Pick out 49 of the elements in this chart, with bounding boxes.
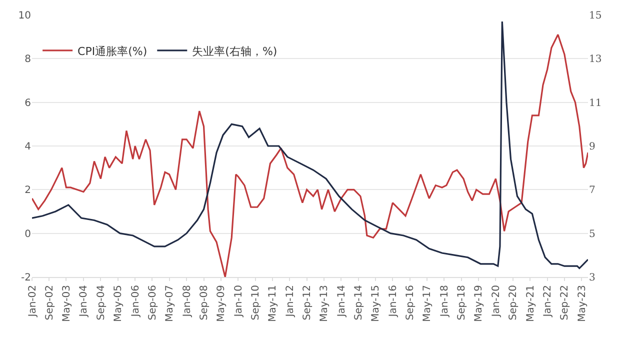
x-tick-label: May-13: [319, 285, 330, 322]
x-tick-label: Sep-12: [302, 285, 314, 320]
y2-tick-label: 15: [589, 10, 602, 22]
x-tick-label: Jan-12: [284, 285, 296, 318]
x-tick-label: May-21: [525, 285, 536, 322]
y2-tick-label: 11: [589, 98, 602, 109]
x-tick-label: Sep-08: [199, 285, 210, 320]
x-tick-label: May-19: [474, 285, 485, 322]
x-tick-label: Jan-16: [388, 285, 399, 318]
x-tick-label: Sep-14: [354, 285, 365, 320]
y-tick-label: 10: [18, 10, 31, 22]
y2-tick-label: 9: [589, 142, 596, 152]
x-tick-label: May-07: [164, 285, 176, 322]
x-tick-label: Jan-18: [439, 285, 450, 318]
x-tick-label: Sep-20: [508, 285, 520, 320]
x-tick-label: Sep-10: [250, 285, 262, 320]
x-tick-label: Jan-02: [27, 285, 38, 318]
y2-tick-label: 3: [589, 272, 596, 284]
y-tick-label: 6: [24, 98, 31, 109]
x-tick-label: Jan-04: [78, 285, 90, 318]
x-tick-label: May-23: [576, 285, 588, 322]
x-tick-label: May-15: [370, 285, 382, 322]
x-tick-label: May-17: [422, 285, 434, 322]
x-tick-label: May-05: [113, 285, 124, 322]
x-tick-label: Jan-22: [542, 285, 554, 318]
legend-label: CPI通胀率(%): [78, 44, 148, 58]
y2-tick-label: 7: [589, 185, 596, 196]
x-tick-label: Sep-22: [560, 285, 571, 320]
x-tick-label: Jan-10: [233, 285, 244, 318]
x-tick-label: Sep-16: [405, 285, 416, 320]
y-tick-label: 8: [24, 54, 31, 66]
x-tick-label: Jan-06: [130, 285, 142, 318]
x-tick-label: Sep-18: [456, 285, 468, 320]
y2-tick-label: 13: [589, 54, 602, 66]
y-tick-label: -2: [21, 272, 31, 284]
x-tick-label: May-11: [268, 285, 279, 322]
x-tick-label: Jan-08: [182, 285, 193, 318]
x-tick-label: Sep-02: [44, 285, 56, 320]
x-tick-label: Sep-04: [96, 285, 107, 320]
x-tick-label: Sep-06: [147, 285, 158, 320]
x-tick-label: Jan-20: [490, 285, 502, 318]
y-tick-label: 4: [24, 142, 31, 152]
x-tick-label: May-09: [216, 285, 228, 322]
y2-tick-label: 5: [589, 228, 596, 240]
y-tick-label: 0: [24, 228, 31, 240]
x-tick-label: Jan-14: [336, 285, 348, 318]
y-tick-label: 2: [24, 185, 31, 196]
legend-label: 失业率(右轴，%): [192, 44, 278, 58]
x-tick-label: May-03: [61, 285, 72, 322]
